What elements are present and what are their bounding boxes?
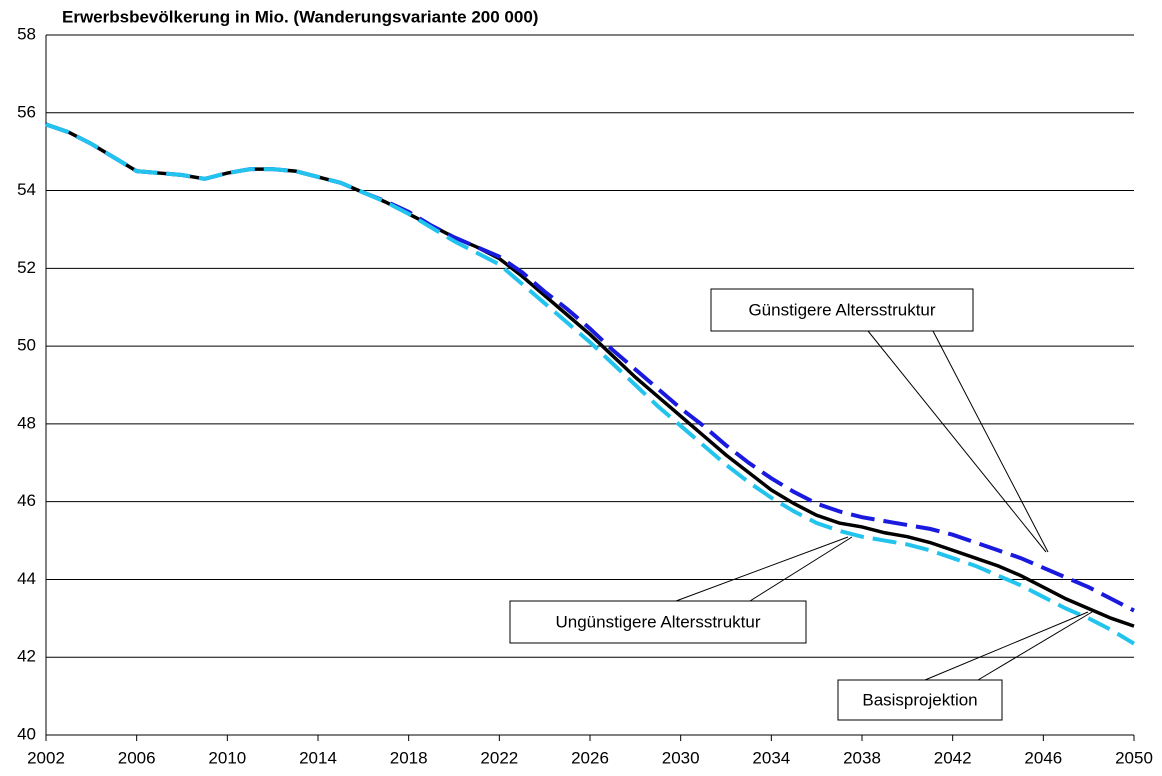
y-tick-label: 50 [17, 336, 36, 355]
leader-line [932, 330, 1049, 553]
x-tick-label: 2046 [1024, 748, 1062, 767]
y-tick-label: 54 [17, 180, 36, 199]
y-tick-label: 44 [17, 569, 36, 588]
x-tick-label: 2034 [752, 748, 790, 767]
annotation-box [509, 600, 807, 644]
series-line [45, 122, 1135, 628]
annotation: Günstigere Altersstruktur [748, 300, 935, 319]
annotation-box [710, 288, 974, 332]
leader-line [924, 611, 1089, 681]
x-tick-label: 2018 [390, 748, 428, 767]
y-tick-label: 48 [17, 413, 36, 432]
series-line [45, 122, 1135, 613]
x-tick-label: 2026 [571, 748, 609, 767]
y-tick-label: 42 [17, 647, 36, 666]
series-line [45, 122, 1136, 646]
x-tick-label: 2050 [1115, 748, 1153, 767]
x-tick-label: 2002 [27, 748, 65, 767]
chart-title: Erwerbsbevölkerung in Mio. (Wanderungsva… [62, 7, 538, 26]
annotation-box [837, 679, 1003, 721]
x-tick-label: 2038 [843, 748, 881, 767]
x-tick-label: 2030 [662, 748, 700, 767]
y-tick-label: 58 [17, 24, 36, 43]
leader-line [867, 330, 1047, 553]
x-tick-label: 2014 [299, 748, 337, 767]
x-tick-label: 2042 [934, 748, 972, 767]
x-tick-label: 2006 [118, 748, 156, 767]
annotation: Basisprojektion [862, 690, 977, 709]
leader-line [675, 536, 849, 602]
y-tick-label: 56 [17, 102, 36, 121]
y-tick-label: 46 [17, 491, 36, 510]
leader-line [977, 611, 1093, 681]
leader-line [749, 536, 853, 602]
x-tick-label: 2022 [480, 748, 518, 767]
y-tick-label: 40 [17, 724, 36, 743]
x-tick-label: 2010 [208, 748, 246, 767]
y-tick-label: 52 [17, 258, 36, 277]
annotation: Ungünstigere Altersstruktur [555, 612, 760, 631]
